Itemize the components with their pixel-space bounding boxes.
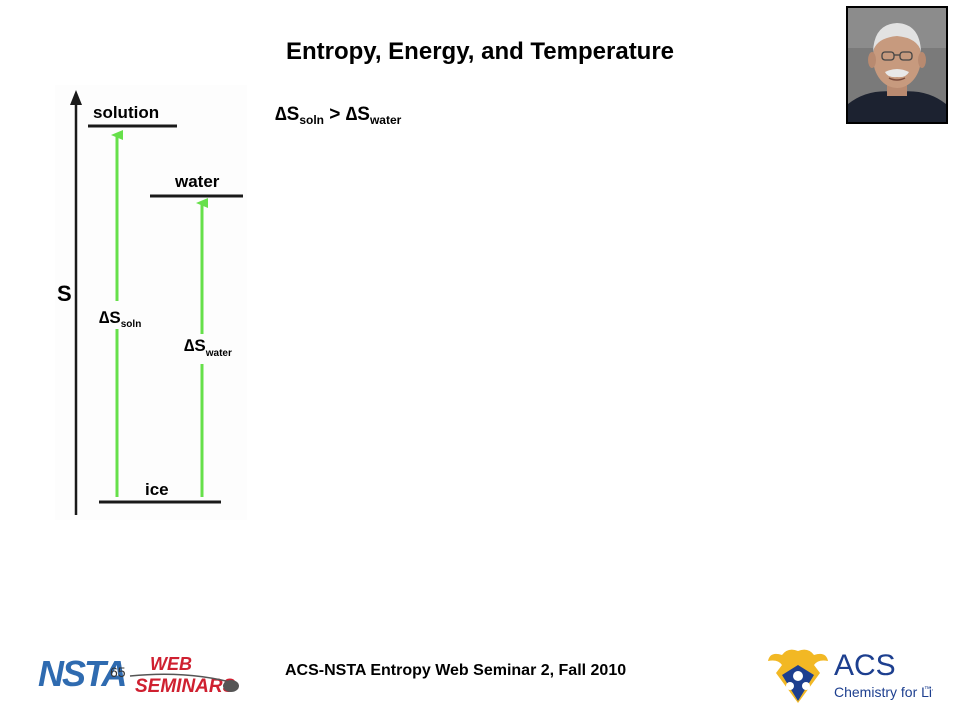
- acs-logo-icon: ACS Chemistry for Life ™: [768, 649, 944, 703]
- entropy-level-diagram: S solution water ice ∆Ssoln ∆Swater: [55, 85, 247, 520]
- formula-left-subscript: soln: [299, 113, 324, 127]
- svg-text:ACS: ACS: [834, 649, 896, 682]
- acs-chemistry-for-life-logo: ACS Chemistry for Life ™: [768, 645, 944, 707]
- svg-text:SEMINARS: SEMINARS: [135, 676, 236, 697]
- ice-level-label: ice: [145, 480, 169, 499]
- entropy-axis-arrowhead: [70, 90, 82, 105]
- presenter-photo: [846, 6, 948, 124]
- svg-text:™: ™: [924, 686, 931, 693]
- water-level-label: water: [174, 172, 220, 191]
- solution-level-label: solution: [93, 103, 159, 122]
- slide-title: Entropy, Energy, and Temperature: [285, 38, 675, 65]
- delta-s-soln-label: ∆Ssoln: [99, 308, 141, 330]
- formula-operator: >: [323, 104, 346, 125]
- presenter-photo-icon: [848, 8, 946, 122]
- formula-left-symbol: S: [286, 104, 300, 125]
- slide-number: 65: [110, 664, 126, 680]
- delta-s-water-label: ∆Swater: [184, 336, 232, 359]
- svg-text:Chemistry for Life: Chemistry for Life: [834, 684, 933, 700]
- entropy-axis-label: S: [57, 281, 72, 306]
- nsta-web-seminars-logo: NSTA WEB SEMINARS: [38, 648, 243, 698]
- entropy-comparison: ∆Ssoln > ∆Swater: [275, 104, 401, 127]
- delta-symbol: ∆: [275, 104, 287, 125]
- footer-text: ACS-NSTA Entropy Web Seminar 2, Fall 201…: [285, 662, 627, 679]
- delta-symbol: ∆: [345, 104, 358, 125]
- formula-right-subscript: water: [369, 113, 402, 127]
- formula-right-symbol: S: [357, 104, 370, 125]
- nsta-logo-icon: NSTA WEB SEMINARS: [38, 653, 239, 697]
- svg-text:WEB: WEB: [150, 654, 192, 674]
- svg-text:NSTA: NSTA: [38, 653, 125, 694]
